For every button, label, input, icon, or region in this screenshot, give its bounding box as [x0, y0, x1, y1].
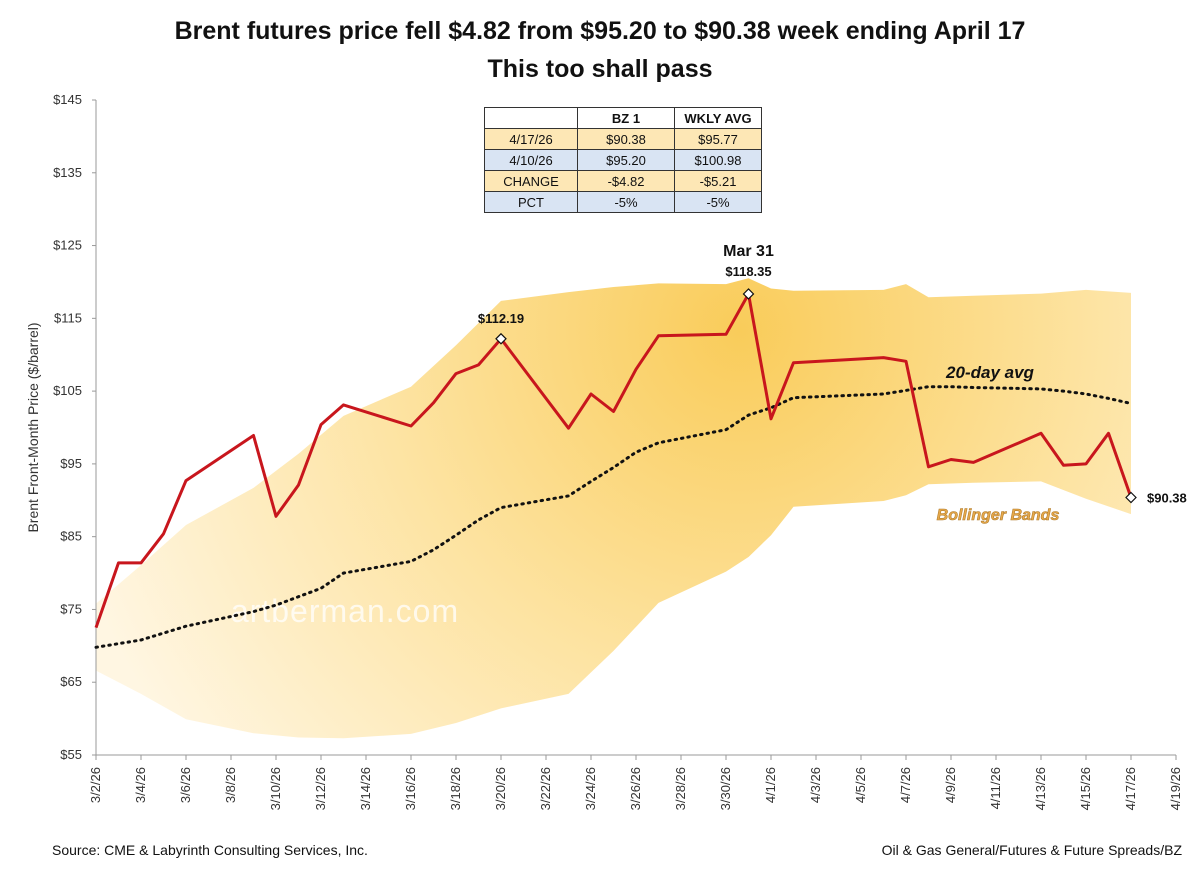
x-tick-label: 3/8/26 [223, 767, 238, 803]
table-cell: $90.38 [577, 128, 675, 150]
y-tick-label: $145 [53, 92, 82, 107]
x-tick-label: 3/10/26 [268, 767, 283, 810]
moving-average-label: 20-day avg [945, 363, 1034, 382]
bollinger-band-area [96, 278, 1131, 739]
table-row: 4/17/26 $90.38 $95.77 [484, 128, 762, 150]
brent-price-line [94, 292, 1133, 629]
y-tick-label: $115 [54, 310, 82, 325]
x-tick-label: 4/11/26 [988, 767, 1003, 809]
table-cell: CHANGE [484, 170, 578, 192]
table-row: PCT -5% -5% [484, 191, 762, 213]
data-label-90: $90.38 [1147, 491, 1187, 506]
x-tick-label: 3/28/26 [673, 767, 688, 810]
table-cell: $95.20 [577, 149, 675, 171]
y-tick-label: $95 [60, 456, 82, 471]
x-tick-label: 3/12/26 [313, 767, 328, 810]
table-header-cell [484, 107, 578, 129]
x-tick-label: 4/17/26 [1123, 767, 1138, 810]
x-tick-label: 4/15/26 [1078, 767, 1093, 810]
table-cell: $95.77 [674, 128, 762, 150]
price-summary-table: BZ 1 WKLY AVG 4/17/26 $90.38 $95.77 4/10… [484, 107, 762, 213]
data-label-mar-31: Mar 31 [723, 243, 774, 260]
table-cell: 4/10/26 [484, 149, 578, 171]
table-cell: 4/17/26 [484, 128, 578, 150]
y-tick-label: $105 [53, 383, 82, 398]
bollinger-band-label: Bollinger Bands [937, 507, 1060, 524]
moving-average-line [94, 385, 1133, 649]
x-tick-label: 3/24/26 [583, 767, 598, 810]
y-tick-label: $125 [53, 238, 82, 253]
watermark-text: artberman.com [231, 593, 459, 629]
table-cell: -$5.21 [674, 170, 762, 192]
y-tick-label: $65 [60, 674, 82, 689]
x-tick-label: 4/7/26 [898, 767, 913, 803]
chart-title: Brent futures price fell $4.82 from $95.… [174, 17, 1026, 45]
table-header-cell: BZ 1 [577, 107, 675, 129]
x-tick-label: 4/1/26 [763, 767, 778, 803]
y-axis-label: Brent Front-Month Price ($/barrel) [25, 322, 41, 532]
table-header-cell: WKLY AVG [674, 107, 762, 129]
y-tick-label: $55 [60, 747, 82, 762]
x-tick-label: 3/26/26 [628, 767, 643, 810]
source-note: Source: CME & Labyrinth Consulting Servi… [52, 842, 368, 858]
category-note: Oil & Gas General/Futures & Future Sprea… [881, 842, 1182, 858]
x-tick-label: 3/30/26 [718, 767, 733, 810]
x-tick-label: 4/5/26 [853, 767, 868, 803]
x-tick-label: 3/18/26 [448, 767, 463, 810]
peak-marker-mar-31 [742, 288, 755, 300]
x-tick-label: 3/16/26 [403, 767, 418, 810]
table-row: 4/10/26 $95.20 $100.98 [484, 149, 762, 171]
y-tick-label: $75 [60, 601, 82, 616]
x-tick-label: 3/4/26 [133, 767, 148, 803]
x-tick-label: 3/14/26 [358, 767, 373, 810]
x-tick-label: 3/22/26 [538, 767, 553, 810]
x-tick-label: 4/9/26 [943, 767, 958, 803]
x-tick-label: 3/20/26 [493, 767, 508, 810]
data-label-112: $112.19 [478, 311, 524, 326]
x-tick-label: 4/19/26 [1168, 767, 1183, 810]
x-tick-label: 3/6/26 [178, 767, 193, 803]
x-tick-label: 4/3/26 [808, 767, 823, 803]
table-row: CHANGE -$4.82 -$5.21 [484, 170, 762, 192]
table-cell: -5% [674, 191, 762, 213]
x-tick-label: 4/13/26 [1033, 767, 1048, 810]
table-header-row: BZ 1 WKLY AVG [484, 107, 762, 129]
x-tick-label: 3/2/26 [88, 767, 103, 803]
table-cell: $100.98 [674, 149, 762, 171]
y-tick-label: $135 [53, 165, 82, 180]
data-label-118: $118.35 [725, 264, 771, 279]
y-tick-label: $85 [60, 529, 82, 544]
peak-marker-mar-20 [495, 332, 507, 345]
chart-subtitle: This too shall pass [487, 55, 713, 83]
table-cell: -5% [577, 191, 675, 213]
table-cell: PCT [484, 191, 578, 213]
latest-price-marker [1125, 491, 1137, 504]
table-cell: -$4.82 [577, 170, 675, 192]
